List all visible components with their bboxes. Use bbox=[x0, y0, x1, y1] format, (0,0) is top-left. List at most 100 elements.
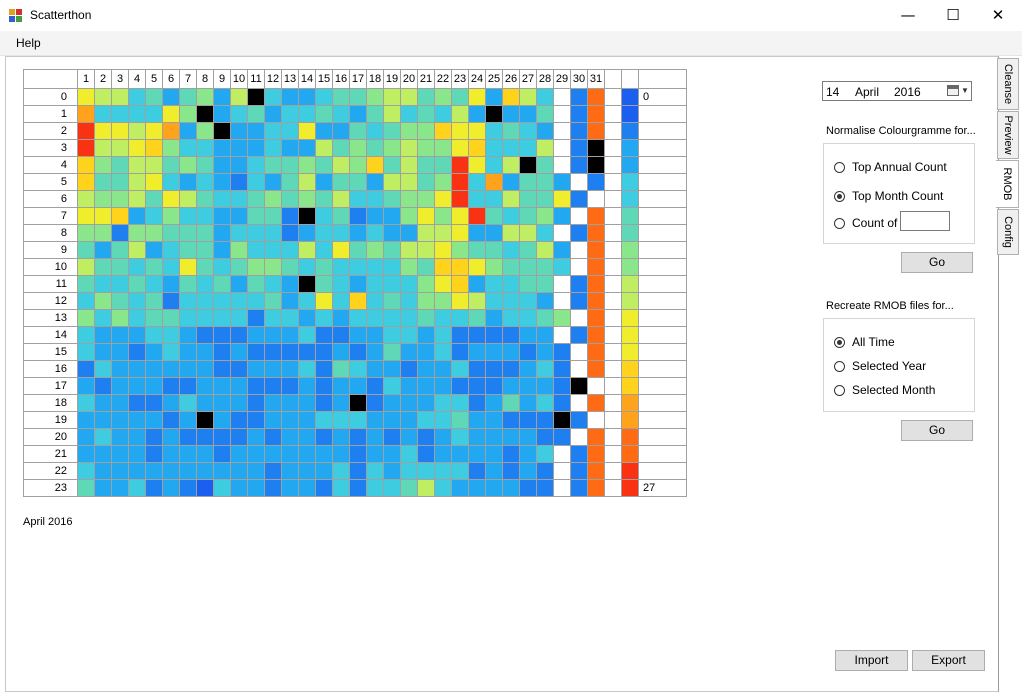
grid-cell bbox=[587, 88, 605, 106]
radio-selected-year[interactable]: Selected Year bbox=[834, 359, 926, 373]
grid-cell bbox=[587, 309, 605, 327]
grid-cell bbox=[94, 360, 112, 378]
radio-indicator[interactable] bbox=[834, 190, 845, 202]
grid-cell bbox=[213, 224, 231, 242]
grid-cell bbox=[570, 394, 588, 412]
grid-cell bbox=[519, 309, 537, 327]
grid-cell bbox=[77, 173, 95, 191]
grid-cell bbox=[485, 207, 503, 225]
scale-label bbox=[638, 394, 687, 412]
radio-all-time[interactable]: All Time bbox=[834, 335, 895, 349]
scale-gap bbox=[604, 377, 622, 395]
grid-cell bbox=[230, 156, 248, 174]
grid-cell bbox=[162, 411, 180, 429]
radio-selected-month[interactable]: Selected Month bbox=[834, 383, 935, 397]
maximize-button[interactable]: ☐ bbox=[946, 6, 960, 24]
grid-cell bbox=[77, 462, 95, 480]
grid-cell bbox=[451, 292, 469, 310]
grid-cell bbox=[162, 326, 180, 344]
grid-cell bbox=[570, 207, 588, 225]
grid-cell bbox=[536, 173, 554, 191]
minimize-button[interactable]: — bbox=[900, 6, 916, 24]
date-day[interactable]: 14 bbox=[826, 85, 840, 99]
grid-cell bbox=[451, 275, 469, 293]
grid-cell bbox=[332, 411, 350, 429]
grid-cell bbox=[247, 360, 265, 378]
colour-scale-cell bbox=[621, 326, 639, 344]
recreate-go-button[interactable]: Go bbox=[901, 420, 973, 441]
grid-cell bbox=[213, 445, 231, 463]
grid-cell bbox=[196, 326, 214, 344]
count-of-input[interactable] bbox=[900, 211, 950, 231]
date-month[interactable]: April bbox=[855, 85, 880, 99]
grid-cell bbox=[332, 445, 350, 463]
grid-cell bbox=[332, 88, 350, 106]
import-button[interactable]: Import bbox=[835, 650, 908, 671]
grid-cell bbox=[587, 479, 605, 497]
grid-cell bbox=[128, 241, 146, 259]
grid-cell bbox=[485, 360, 503, 378]
grid-cell bbox=[94, 428, 112, 446]
grid-cell bbox=[213, 122, 231, 140]
grid-cell bbox=[94, 479, 112, 497]
grid-cell bbox=[553, 122, 571, 140]
grid-cell bbox=[519, 411, 537, 429]
grid-cell bbox=[502, 445, 520, 463]
grid-cell bbox=[536, 292, 554, 310]
grid-cell bbox=[332, 224, 350, 242]
tab-cleanse[interactable]: Cleanse bbox=[997, 58, 1019, 110]
grid-cell bbox=[519, 173, 537, 191]
grid-cell bbox=[417, 173, 435, 191]
radio-indicator[interactable] bbox=[834, 217, 845, 229]
scale-gap bbox=[604, 445, 622, 463]
chevron-down-icon[interactable]: ▼ bbox=[961, 86, 969, 95]
grid-cell bbox=[264, 445, 282, 463]
radio-indicator[interactable] bbox=[834, 384, 845, 396]
radio-indicator[interactable] bbox=[834, 161, 845, 173]
menu-help[interactable]: Help bbox=[16, 36, 41, 50]
grid-cell bbox=[230, 360, 248, 378]
grid-cell bbox=[264, 479, 282, 497]
scale-gap bbox=[604, 309, 622, 327]
grid-cell bbox=[77, 360, 95, 378]
radio-indicator[interactable] bbox=[834, 336, 845, 348]
grid-cell bbox=[400, 462, 418, 480]
tab-config[interactable]: Config bbox=[997, 209, 1019, 255]
grid-row: 19 bbox=[23, 411, 687, 429]
radio-count-of[interactable]: Count of bbox=[834, 216, 897, 230]
export-button[interactable]: Export bbox=[912, 650, 985, 671]
grid-cell bbox=[94, 122, 112, 140]
grid-cell bbox=[519, 479, 537, 497]
tab-preview[interactable]: Preview bbox=[997, 111, 1019, 159]
calendar-icon[interactable] bbox=[947, 85, 959, 96]
grid-cell bbox=[145, 343, 163, 361]
grid-cell bbox=[570, 173, 588, 191]
grid-cell bbox=[383, 479, 401, 497]
close-button[interactable]: ✕ bbox=[991, 6, 1005, 24]
date-year[interactable]: 2016 bbox=[894, 85, 921, 99]
day-header: 13 bbox=[281, 69, 299, 89]
grid-row: 13 bbox=[23, 309, 687, 327]
radio-top-annual[interactable]: Top Annual Count bbox=[834, 160, 947, 174]
scale-label bbox=[638, 173, 687, 191]
radio-indicator[interactable] bbox=[834, 360, 845, 372]
grid-cell bbox=[179, 224, 197, 242]
normalise-go-button[interactable]: Go bbox=[901, 252, 973, 273]
grid-cell bbox=[553, 156, 571, 174]
colour-scale-cell bbox=[621, 479, 639, 497]
grid-row: 6 bbox=[23, 190, 687, 208]
grid-cell bbox=[519, 394, 537, 412]
day-header: 23 bbox=[451, 69, 469, 89]
grid-cell bbox=[111, 139, 129, 157]
grid-cell bbox=[468, 156, 486, 174]
grid-cell bbox=[247, 428, 265, 446]
radio-top-month[interactable]: Top Month Count bbox=[834, 189, 943, 203]
date-picker[interactable]: 14 April 2016 ▼ bbox=[822, 81, 972, 101]
grid-cell bbox=[570, 445, 588, 463]
grid-cell bbox=[196, 462, 214, 480]
tab-rmob[interactable]: RMOB bbox=[996, 160, 1019, 208]
colour-scale-cell bbox=[621, 394, 639, 412]
grid-cell bbox=[298, 377, 316, 395]
day-header: 8 bbox=[196, 69, 214, 89]
grid-cell bbox=[128, 224, 146, 242]
